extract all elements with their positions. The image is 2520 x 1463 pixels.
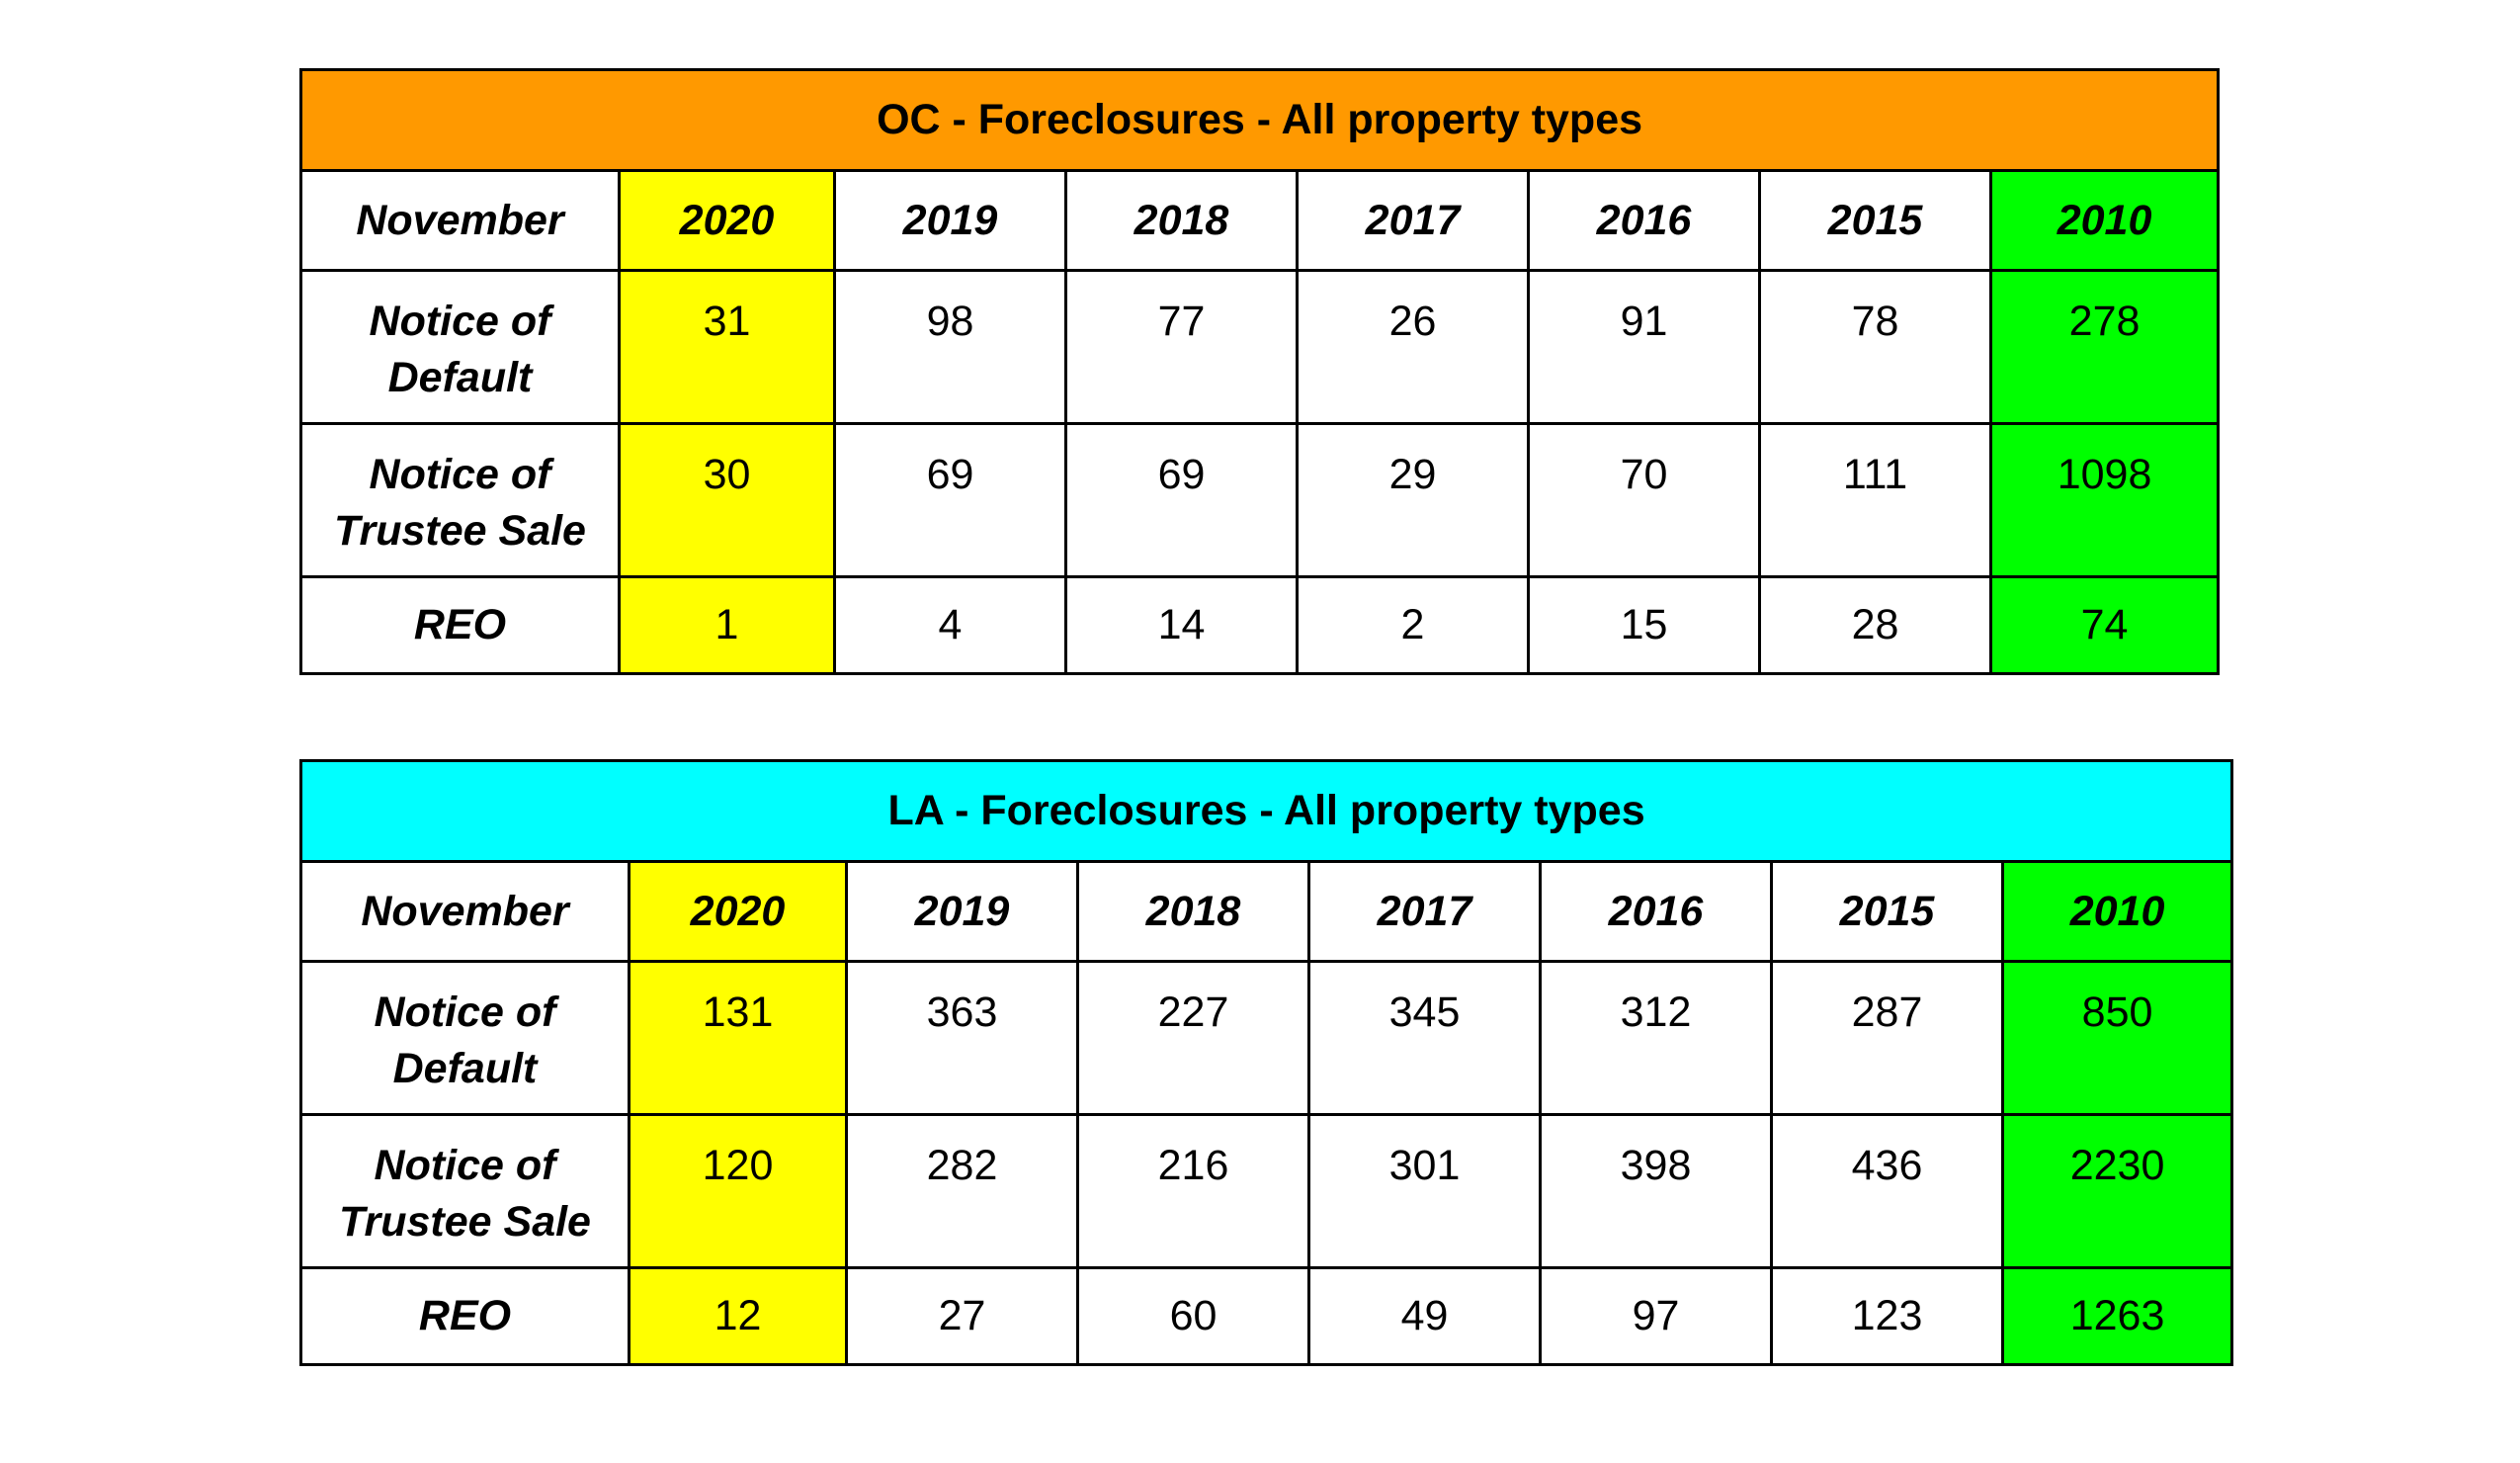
value-cell-2017: 301 [1307,1113,1542,1269]
value-cell-2010: 74 [1988,575,2221,675]
value-cell-2016: 70 [1527,422,1761,578]
row-label: Notice of Trustee Sale [299,422,621,578]
year-header-2016: 2016 [1539,860,1773,963]
value-cell-2010: 850 [2000,960,2234,1116]
value-cell-2016: 312 [1539,960,1773,1116]
year-header-2018: 2018 [1076,860,1310,963]
table-row-notice-of-default: Notice of Default 31 98 77 26 91 78 278 [299,269,2221,425]
table-title: OC - Foreclosures - All property types [298,68,2221,172]
value-cell-2017: 26 [1296,269,1530,425]
row-label-line1: Notice of [369,298,551,345]
value-cell-2018: 227 [1076,960,1310,1116]
value-cell-2019: 363 [845,960,1079,1116]
value-cell-2015: 436 [1770,1113,2004,1269]
year-header-2015: 2015 [1770,860,2004,963]
row-label-line2: Default [392,1045,538,1092]
row-label-line2: Trustee Sale [339,1198,591,1246]
year-header-2020: 2020 [618,169,836,272]
year-header-2020: 2020 [628,860,848,963]
year-header-2010: 2010 [1988,169,2221,272]
row-label: REO [299,1266,630,1366]
year-header-2017: 2017 [1307,860,1542,963]
table-row-notice-of-trustee-sale: Notice of Trustee Sale 120 282 216 301 3… [299,1113,2234,1269]
value-cell-2020: 131 [628,960,848,1116]
value-cell-2015: 111 [1758,422,1992,578]
value-cell-2020: 120 [628,1113,848,1269]
row-label-line1: Notice of [374,989,556,1036]
value-cell-2015: 287 [1770,960,2004,1116]
month-header: November [299,169,621,272]
year-header-2019: 2019 [833,169,1067,272]
value-cell-2018: 216 [1076,1113,1310,1269]
row-label: REO [299,575,621,675]
table-row-notice-of-trustee-sale: Notice of Trustee Sale 30 69 69 29 70 11… [299,422,2221,578]
row-label-line2: Trustee Sale [334,507,586,555]
table-row-reo: REO 1 4 14 2 15 28 74 [299,575,2221,675]
year-header-2019: 2019 [845,860,1079,963]
row-label: Notice of Trustee Sale [299,1113,630,1269]
table-title: LA - Foreclosures - All property types [298,759,2234,863]
year-header-2016: 2016 [1527,169,1761,272]
value-cell-2018: 69 [1064,422,1299,578]
oc-foreclosures-table: OC - Foreclosures - All property types N… [298,68,2221,675]
value-cell-2016: 15 [1527,575,1761,675]
value-cell-2010: 2230 [2000,1113,2234,1269]
value-cell-2019: 282 [845,1113,1079,1269]
row-label-line2: Default [387,354,533,401]
value-cell-2020: 12 [628,1266,848,1366]
la-foreclosures-table: LA - Foreclosures - All property types N… [298,759,2234,1366]
value-cell-2017: 345 [1307,960,1542,1116]
value-cell-2010: 1098 [1988,422,2221,578]
value-cell-2020: 30 [618,422,836,578]
value-cell-2016: 91 [1527,269,1761,425]
value-cell-2010: 1263 [2000,1266,2234,1366]
year-header-2017: 2017 [1296,169,1530,272]
table-row-reo: REO 12 27 60 49 97 123 1263 [299,1266,2234,1366]
row-label: Notice of Default [299,960,630,1116]
year-header-2015: 2015 [1758,169,1992,272]
value-cell-2018: 77 [1064,269,1299,425]
value-cell-2016: 398 [1539,1113,1773,1269]
value-cell-2019: 69 [833,422,1067,578]
value-cell-2018: 14 [1064,575,1299,675]
value-cell-2010: 278 [1988,269,2221,425]
table-row-notice-of-default: Notice of Default 131 363 227 345 312 28… [299,960,2234,1116]
row-label: Notice of Default [299,269,621,425]
header-row: November 2020 2019 2018 2017 2016 2015 2… [299,860,2234,963]
value-cell-2020: 31 [618,269,836,425]
value-cell-2015: 123 [1770,1266,2004,1366]
month-header: November [299,860,630,963]
value-cell-2020: 1 [618,575,836,675]
value-cell-2018: 60 [1076,1266,1310,1366]
value-cell-2017: 29 [1296,422,1530,578]
value-cell-2017: 49 [1307,1266,1542,1366]
header-row: November 2020 2019 2018 2017 2016 2015 2… [299,169,2221,272]
row-label-line1: Notice of [374,1142,556,1189]
value-cell-2015: 28 [1758,575,1992,675]
value-cell-2019: 27 [845,1266,1079,1366]
value-cell-2016: 97 [1539,1266,1773,1366]
year-header-2010: 2010 [2000,860,2234,963]
value-cell-2019: 98 [833,269,1067,425]
value-cell-2015: 78 [1758,269,1992,425]
value-cell-2019: 4 [833,575,1067,675]
value-cell-2017: 2 [1296,575,1530,675]
year-header-2018: 2018 [1064,169,1299,272]
row-label-line1: Notice of [369,451,551,498]
